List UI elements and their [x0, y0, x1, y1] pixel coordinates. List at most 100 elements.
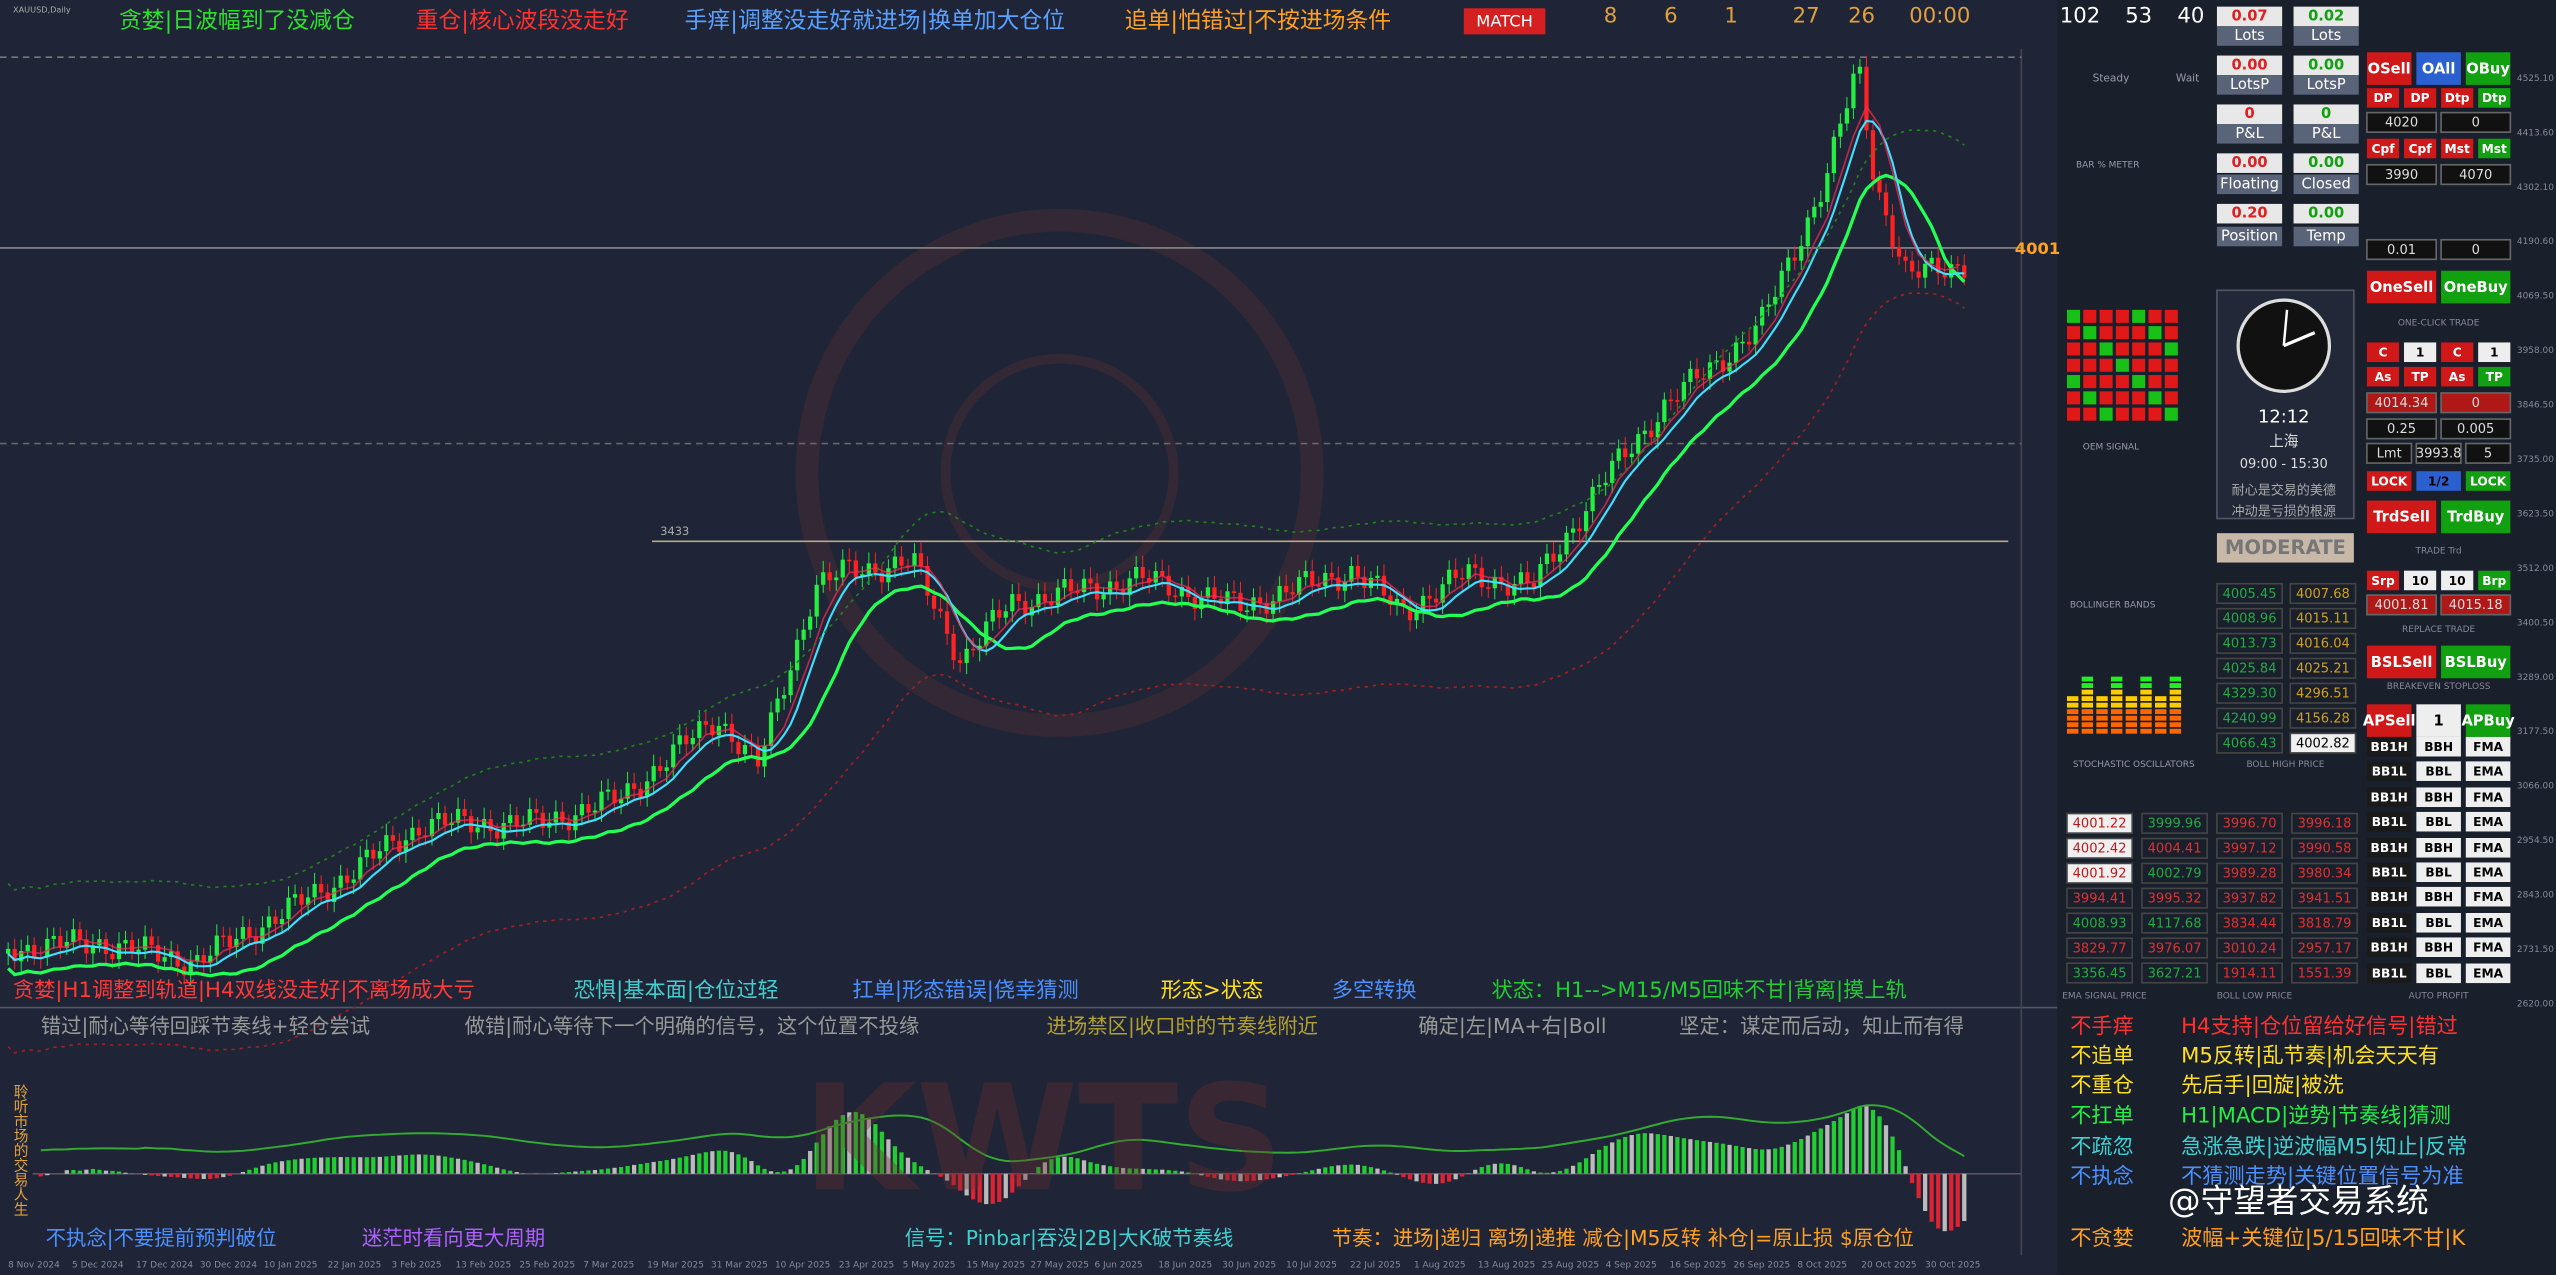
- candle-body: [1786, 257, 1791, 271]
- trade-button[interactable]: [2366, 704, 2412, 737]
- trade-button[interactable]: [2366, 645, 2437, 679]
- input-box[interactable]: [2366, 238, 2438, 261]
- trade-button[interactable]: [2366, 862, 2412, 883]
- trade-button[interactable]: [2416, 787, 2461, 808]
- trade-button[interactable]: [2366, 270, 2437, 304]
- trade-button[interactable]: [2465, 886, 2511, 907]
- signal-cell: [2132, 326, 2146, 340]
- trade-button[interactable]: [2416, 862, 2461, 883]
- trade-button[interactable]: [2366, 342, 2400, 363]
- candle-body: [566, 821, 572, 831]
- match-button[interactable]: [1463, 8, 1546, 35]
- price-tick: 4525.10: [2517, 74, 2554, 84]
- trade-button[interactable]: [2465, 471, 2511, 491]
- trade-button[interactable]: [2441, 500, 2511, 534]
- trade-button[interactable]: [2366, 471, 2412, 491]
- trade-button[interactable]: [2441, 342, 2474, 363]
- trade-button[interactable]: [2441, 570, 2474, 591]
- input-box[interactable]: [2440, 418, 2512, 440]
- trade-button[interactable]: [2366, 88, 2400, 108]
- trade-button[interactable]: [2366, 570, 2400, 591]
- trade-button[interactable]: [2366, 366, 2400, 387]
- trade-button[interactable]: [2478, 342, 2511, 363]
- input-box[interactable]: [2366, 111, 2438, 133]
- trade-button[interactable]: [2465, 912, 2511, 933]
- price-box: [2289, 657, 2357, 679]
- trade-button[interactable]: [2403, 366, 2437, 387]
- input-box[interactable]: [2440, 238, 2512, 261]
- histogram-bar: [827, 1126, 832, 1174]
- trade-button[interactable]: [2416, 912, 2461, 933]
- trade-button[interactable]: [2465, 52, 2511, 85]
- input-box[interactable]: [2415, 442, 2462, 464]
- trade-button[interactable]: [2366, 500, 2437, 534]
- trade-button[interactable]: [2441, 270, 2511, 304]
- histogram-bar: [677, 1157, 682, 1174]
- trade-button[interactable]: [2441, 366, 2474, 387]
- trade-button[interactable]: [2366, 886, 2412, 907]
- input-box[interactable]: [2366, 594, 2438, 616]
- candle-body: [918, 553, 924, 566]
- trade-button[interactable]: [2403, 342, 2437, 363]
- trade-button[interactable]: [2403, 88, 2437, 108]
- input-box[interactable]: [2366, 392, 2438, 414]
- trade-button[interactable]: [2366, 811, 2412, 832]
- trade-button[interactable]: [2465, 736, 2511, 757]
- trade-button[interactable]: [2465, 787, 2511, 808]
- signal-cell: [2099, 309, 2113, 323]
- candle-body: [1642, 430, 1647, 435]
- trade-button[interactable]: [2465, 862, 2511, 883]
- trade-button[interactable]: [2416, 471, 2461, 491]
- trade-button[interactable]: [2465, 761, 2511, 781]
- trade-button[interactable]: [2366, 761, 2412, 781]
- input-box[interactable]: [2366, 418, 2438, 440]
- histogram-bar: [188, 1173, 193, 1179]
- input-box[interactable]: [2366, 163, 2438, 186]
- stoch-bar: [2066, 709, 2079, 715]
- trade-button[interactable]: [2465, 811, 2511, 832]
- price-value: 4004.41: [2148, 842, 2202, 857]
- trade-button[interactable]: [2416, 761, 2461, 781]
- trade-button[interactable]: [2366, 937, 2412, 957]
- trade-button[interactable]: [2403, 570, 2437, 591]
- trade-button[interactable]: [2366, 138, 2400, 159]
- trade-button[interactable]: [2416, 838, 2461, 858]
- trade-button[interactable]: [2478, 366, 2511, 387]
- candle-body: [247, 927, 252, 937]
- candle-body: [1460, 577, 1465, 580]
- input-box[interactable]: [2440, 392, 2512, 414]
- histogram-bar: [599, 1169, 604, 1174]
- lots-value: 0.00: [2231, 56, 2267, 73]
- trade-button[interactable]: [2366, 838, 2412, 858]
- trade-button[interactable]: [2366, 912, 2412, 933]
- trade-button[interactable]: [2416, 937, 2461, 957]
- input-box[interactable]: [2440, 594, 2512, 616]
- trade-button[interactable]: [2465, 963, 2511, 984]
- trade-button[interactable]: [2441, 88, 2474, 108]
- trade-button[interactable]: [2478, 138, 2511, 159]
- histogram-bar: [1649, 1133, 1654, 1174]
- trade-button[interactable]: [2441, 138, 2474, 159]
- trade-button[interactable]: [2366, 787, 2412, 808]
- trade-button[interactable]: [2403, 138, 2437, 159]
- trade-button[interactable]: [2366, 736, 2412, 757]
- trade-button[interactable]: [2416, 736, 2461, 757]
- trade-button[interactable]: [2478, 88, 2511, 108]
- trade-button[interactable]: [2416, 886, 2461, 907]
- trade-button[interactable]: [2416, 704, 2461, 737]
- candle-body: [149, 936, 154, 946]
- trade-button[interactable]: [2465, 704, 2511, 737]
- trade-button[interactable]: [2465, 937, 2511, 957]
- input-box[interactable]: [2464, 442, 2512, 464]
- trade-button[interactable]: [2478, 570, 2511, 591]
- trade-button[interactable]: [2366, 963, 2412, 984]
- trade-button[interactable]: [2416, 52, 2461, 85]
- trade-button[interactable]: [2416, 811, 2461, 832]
- trade-button[interactable]: [2366, 52, 2412, 85]
- input-box[interactable]: [2440, 163, 2512, 186]
- trade-button[interactable]: [2465, 838, 2511, 858]
- trade-button[interactable]: [2416, 963, 2461, 984]
- trade-button[interactable]: [2441, 645, 2511, 679]
- input-box[interactable]: [2440, 111, 2512, 133]
- input-box[interactable]: [2366, 442, 2413, 464]
